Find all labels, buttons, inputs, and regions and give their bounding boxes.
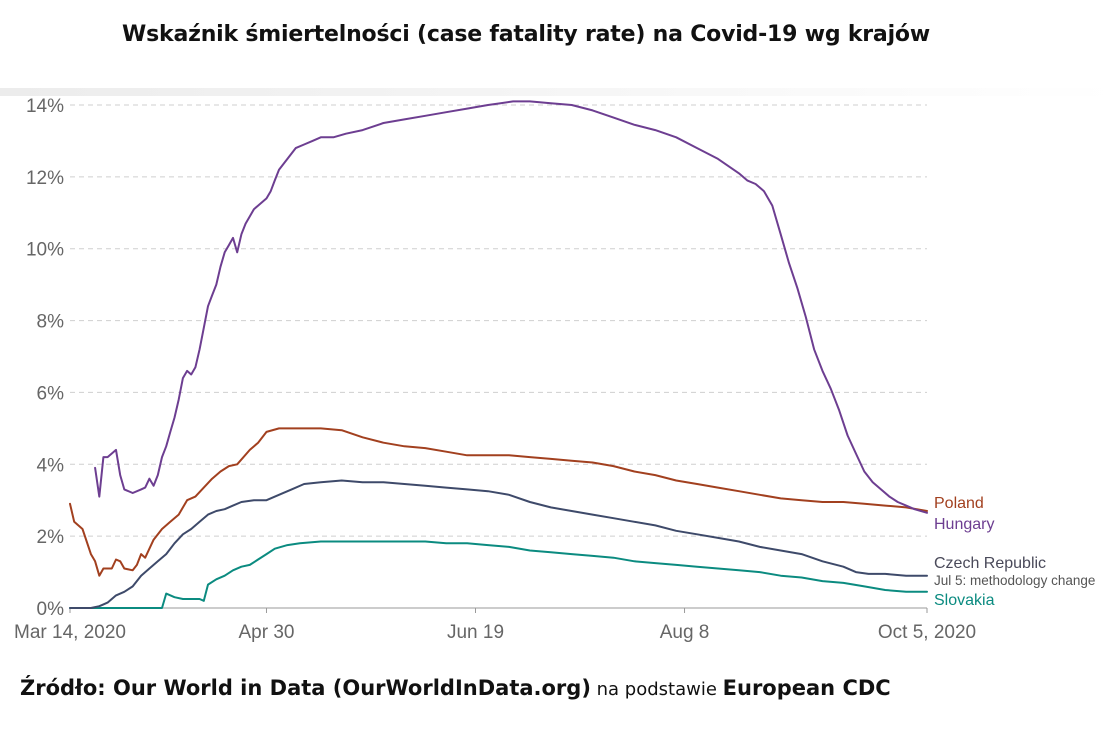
x-tick-label: Apr 30 [238, 622, 294, 643]
chart-top-shade [0, 88, 1119, 96]
chart-title: Wskaźnik śmiertelności (case fatality ra… [122, 22, 930, 47]
y-tick-label: 2% [37, 527, 65, 548]
series-line-slovakia [69, 540, 928, 609]
y-tick-label: 8% [37, 312, 65, 333]
series-lines [69, 100, 928, 609]
series-label-czech-republic: Czech Republic [934, 555, 1046, 572]
series-line-czech-republic [69, 479, 928, 609]
x-tick-label: Jun 19 [447, 622, 504, 643]
y-tick-label: 6% [37, 383, 65, 404]
methodology-annotation: Jul 5: methodology change [934, 573, 1095, 588]
x-tick-label: Oct 5, 2020 [878, 622, 976, 643]
source-connector: na podstawie [590, 679, 723, 700]
series-label-poland: Poland [934, 495, 984, 512]
x-axis-tick-labels: Mar 14, 2020 Apr 30 Jun 19 Aug 8 Oct 5, 2020 [14, 622, 976, 643]
series-labels: Poland Hungary Czech Republic Slovakia Jul 5… [934, 495, 1095, 609]
y-tick-label: 4% [37, 455, 65, 476]
x-tick-label: Mar 14, 2020 [14, 622, 126, 643]
y-axis-tick-labels: 0% 2% 4% 6% 8% 10% 12% 14% [26, 96, 64, 620]
series-line-hungary [94, 100, 928, 514]
y-tick-label: 14% [26, 96, 64, 117]
x-axis [69, 607, 928, 613]
y-tick-label: 0% [37, 599, 65, 620]
gridlines [70, 104, 927, 537]
series-line-poland [69, 427, 928, 577]
y-tick-label: 12% [26, 168, 64, 189]
source-provider: European CDC [722, 676, 891, 700]
series-label-slovakia: Slovakia [934, 592, 995, 609]
x-tick-label: Aug 8 [660, 622, 710, 643]
source-name: Źródło: Our World in Data (OurWorldInDat… [20, 676, 591, 700]
y-tick-label: 10% [26, 240, 64, 261]
source-note: Źródło: Our World in Data (OurWorldInDat… [20, 676, 891, 701]
series-label-hungary: Hungary [934, 516, 994, 533]
